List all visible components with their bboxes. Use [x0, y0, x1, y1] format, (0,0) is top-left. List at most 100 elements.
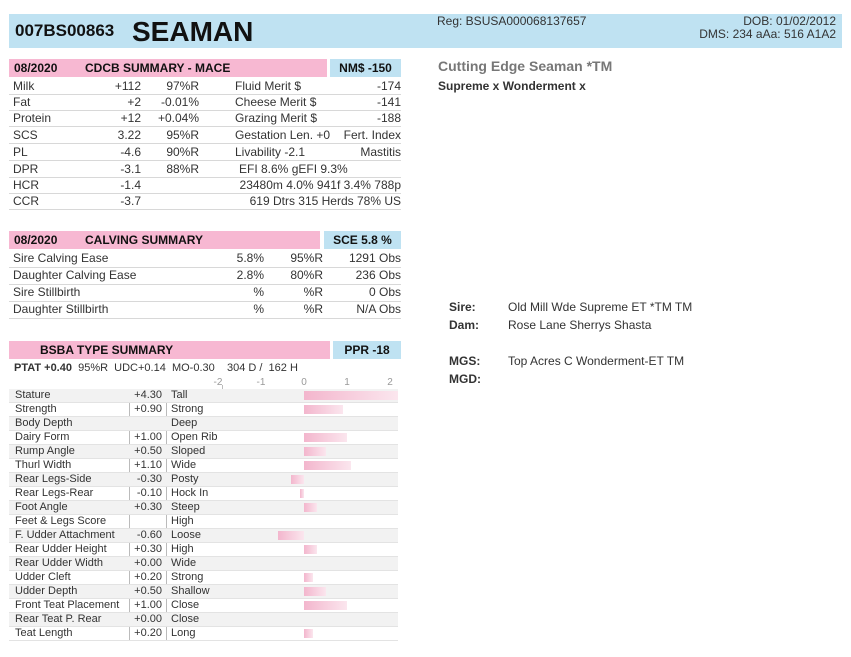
trait-value: +1.00 — [134, 599, 162, 611]
trait-value: +0.20 — [134, 627, 162, 639]
trait-value: +0.20 — [134, 571, 162, 583]
trait-descriptor: High — [171, 543, 194, 555]
cdcb-trait: DPR — [13, 162, 39, 176]
trait-value: +0.50 — [134, 445, 162, 457]
calving-value: 5.8% — [236, 251, 264, 265]
cdcb-detail: 23480m 4.0% 941f 3.4% 788p — [239, 178, 401, 192]
cdcb-trait: Milk — [13, 79, 35, 93]
type-trait-row: Rear Udder Width +0.00 Wide — [9, 557, 398, 571]
calving-rel: 80%R — [290, 268, 323, 282]
trait-descriptor: Strong — [171, 403, 204, 415]
cdcb-detail: EFI 8.6% gEFI 9.3% — [239, 162, 348, 176]
cdcb-date: 08/2020 — [14, 61, 58, 75]
calving-obs: 1291 Obs — [348, 251, 401, 265]
trait-name: Rear Legs-Side — [15, 473, 92, 485]
cdcb-row: Milk +112 97%R Fluid Merit $ -174 — [9, 78, 401, 95]
trait-name: Rump Angle — [15, 445, 75, 457]
trait-name: F. Udder Attachment — [15, 529, 115, 541]
cdcb-trait: SCS — [13, 128, 38, 142]
trait-bar — [304, 629, 313, 638]
type-trait-row: Udder Cleft +0.20 Strong — [9, 571, 398, 585]
calving-row: Sire Stillbirth% %R 0 Obs — [9, 284, 401, 302]
cdcb-rel: 90%R — [166, 145, 199, 159]
type-trait-row: Rear Legs-Side -0.30 Posty — [9, 473, 398, 487]
cdcb-detail: Cheese Merit $ — [235, 95, 317, 109]
calving-row: Daughter Calving Ease 2.8% 80%R 236 Obs — [9, 267, 401, 285]
cdcb-row: Protein +12 +0.04% Grazing Merit $ -188 — [9, 110, 401, 127]
cdcb-detail-value: -141 — [376, 95, 401, 109]
trait-descriptor: Steep — [171, 501, 200, 513]
trait-value: -0.30 — [136, 473, 162, 485]
calving-title: CALVING SUMMARY — [85, 233, 203, 247]
cdcb-row: PL -4.6 90%R Livability -2.1 Mastitis — [9, 144, 401, 161]
nm-badge: NM$ -150 — [330, 59, 401, 77]
trait-bar — [304, 391, 398, 400]
trait-name: Strength — [15, 403, 57, 415]
type-trait-row: Dairy Form +1.00 Open Rib — [9, 431, 398, 445]
cdcb-detail-value: -188 — [376, 111, 401, 125]
trait-value: +0.30 — [134, 543, 162, 555]
trait-descriptor: Close — [171, 599, 200, 611]
trait-bar — [299, 489, 304, 498]
cdcb-rel: +0.04% — [157, 111, 199, 125]
type-trait-row: Body Depth Deep — [9, 417, 398, 431]
sire-label: Sire: — [449, 300, 476, 314]
mgd-label: MGD: — [449, 372, 481, 386]
header-banner: 007BS00863 SEAMAN Reg: BSUSA000068137657… — [9, 14, 842, 48]
cross-line: Supreme x Wonderment x — [438, 79, 586, 93]
column-separator — [166, 389, 167, 641]
calving-obs: 0 Obs — [368, 285, 401, 299]
cdcb-detail-value: Mastitis — [360, 145, 401, 159]
calving-obs: 236 Obs — [355, 268, 401, 282]
trait-name: Thurl Width — [15, 459, 72, 471]
trait-value: -0.10 — [136, 487, 162, 499]
mgs-label: MGS: — [449, 354, 481, 368]
cdcb-detail: 619 Dtrs 315 Herds 78% US — [249, 194, 401, 208]
animal-code: 007BS00863 — [15, 21, 115, 40]
trait-name: Rear Teat P. Rear — [15, 613, 102, 625]
trait-bar — [291, 475, 304, 484]
trait-descriptor: High — [171, 515, 194, 527]
trait-value: +0.50 — [134, 585, 162, 597]
trait-descriptor: Loose — [171, 529, 201, 541]
type-trait-row: Udder Depth +0.50 Shallow — [9, 585, 398, 599]
trait-name: Rear Udder Height — [15, 543, 107, 555]
cdcb-trait: HCR — [13, 178, 39, 192]
trait-descriptor: Long — [171, 627, 196, 639]
trait-bar — [304, 461, 352, 470]
type-trait-row: Front Teat Placement +1.00 Close — [9, 599, 398, 613]
type-trait-row: Foot Angle +0.30 Steep — [9, 501, 398, 515]
trait-value: +0.00 — [134, 557, 162, 569]
type-trait-row: F. Udder Attachment -0.60 Loose — [9, 529, 398, 543]
cdcb-row: HCR -1.4 23480m 4.0% 941f 3.4% 788p — [9, 177, 401, 194]
trait-name: Rear Legs-Rear — [15, 487, 94, 499]
type-trait-row: Rump Angle +0.50 Sloped — [9, 445, 398, 459]
cdcb-trait: PL — [13, 145, 28, 159]
cdcb-row: Fat +2 -0.01% Cheese Merit $ -141 — [9, 94, 401, 111]
trait-value: +1.10 — [134, 459, 162, 471]
trait-name: Rear Udder Width — [15, 557, 104, 569]
trait-bar — [304, 545, 317, 554]
trait-name: Body Depth — [15, 417, 73, 429]
calving-trait: Daughter Stillbirth — [13, 302, 109, 316]
cdcb-row: SCS 3.22 95%R Gestation Len. +0 Fert. Index — [9, 127, 401, 144]
calving-header: 08/2020 CALVING SUMMARY SCE 5.8 % — [9, 231, 401, 249]
type-trait-row: Feet & Legs Score High — [9, 515, 398, 529]
trait-descriptor: Hock In — [171, 487, 209, 499]
trait-bar — [304, 405, 343, 414]
type-trait-row: Rear Udder Height +0.30 High — [9, 543, 398, 557]
axis-tick-label: -1 — [256, 377, 266, 388]
cdcb-row: DPR -3.1 88%R EFI 8.6% gEFI 9.3% — [9, 161, 401, 178]
animal-name: SEAMAN — [132, 16, 254, 47]
cdcb-rel: 97%R — [166, 79, 199, 93]
calving-date: 08/2020 — [14, 233, 58, 247]
cdcb-detail: Grazing Merit $ — [235, 111, 318, 125]
type-header: BSBA TYPE SUMMARY PPR -18 — [9, 341, 401, 359]
trait-bar — [304, 447, 326, 456]
trait-descriptor: Strong — [171, 571, 204, 583]
cdcb-trait: Protein — [13, 111, 52, 125]
axis-tick-label: 2 — [387, 377, 393, 388]
cdcb-value: +112 — [114, 79, 141, 93]
trait-bar — [304, 503, 317, 512]
column-separator — [222, 385, 223, 391]
